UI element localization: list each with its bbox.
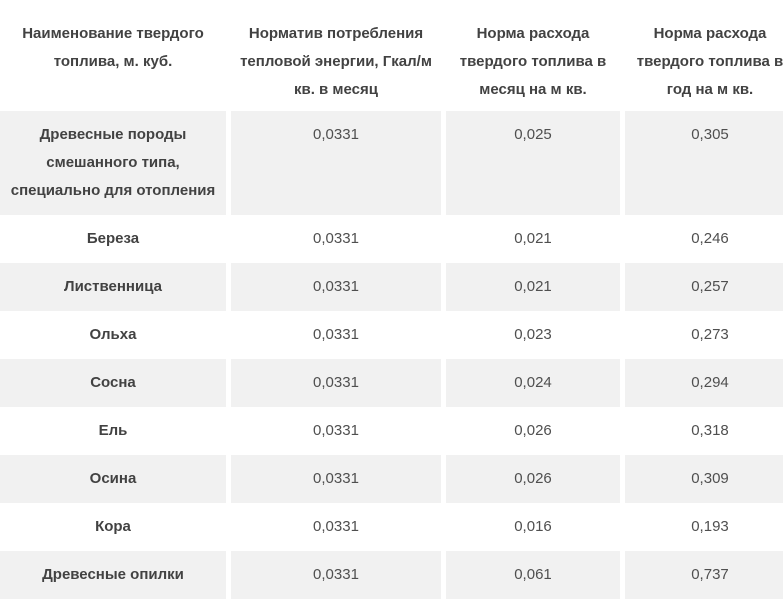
yearly-rate-cell: 0,294	[625, 359, 783, 407]
col-header-fuel-name: Наименование твердого топлива, м. куб.	[0, 0, 231, 111]
col-header-yearly-rate: Норма расхода твердого топлива в год на …	[625, 0, 783, 111]
fuel-name-cell: Ольха	[0, 311, 231, 359]
fuel-name-cell: Древесные опилки	[0, 551, 231, 599]
monthly-rate-cell: 0,024	[446, 359, 625, 407]
yearly-rate-cell: 0,737	[625, 551, 783, 599]
fuel-name-cell: Кора	[0, 503, 231, 551]
consumption-norm-cell: 0,0331	[231, 503, 446, 551]
yearly-rate-cell: 0,193	[625, 503, 783, 551]
yearly-rate-cell: 0,257	[625, 263, 783, 311]
fuel-name-cell: Береза	[0, 215, 231, 263]
monthly-rate-cell: 0,021	[446, 263, 625, 311]
consumption-norm-cell: 0,0331	[231, 263, 446, 311]
table-row: Древесные опилки 0,0331 0,061 0,737	[0, 551, 783, 599]
table-row: Сосна 0,0331 0,024 0,294	[0, 359, 783, 407]
col-header-monthly-rate: Норма расхода твердого топлива в месяц н…	[446, 0, 625, 111]
monthly-rate-cell: 0,026	[446, 407, 625, 455]
yearly-rate-cell: 0,273	[625, 311, 783, 359]
monthly-rate-cell: 0,025	[446, 111, 625, 215]
fuel-name-cell: Ель	[0, 407, 231, 455]
fuel-name-cell: Осина	[0, 455, 231, 503]
fuel-name-cell: Лиственница	[0, 263, 231, 311]
yearly-rate-cell: 0,305	[625, 111, 783, 215]
table-row: Лиственница 0,0331 0,021 0,257	[0, 263, 783, 311]
consumption-norm-cell: 0,0331	[231, 407, 446, 455]
consumption-norm-cell: 0,0331	[231, 111, 446, 215]
consumption-norm-cell: 0,0331	[231, 551, 446, 599]
col-header-consumption-norm: Норматив потребления тепловой энергии, Г…	[231, 0, 446, 111]
fuel-name-cell: Сосна	[0, 359, 231, 407]
yearly-rate-cell: 0,318	[625, 407, 783, 455]
header-row: Наименование твердого топлива, м. куб. Н…	[0, 0, 783, 111]
consumption-norm-cell: 0,0331	[231, 215, 446, 263]
yearly-rate-cell: 0,309	[625, 455, 783, 503]
table-row: Кора 0,0331 0,016 0,193	[0, 503, 783, 551]
monthly-rate-cell: 0,021	[446, 215, 625, 263]
consumption-norm-cell: 0,0331	[231, 311, 446, 359]
table-row: Осина 0,0331 0,026 0,309	[0, 455, 783, 503]
consumption-norm-cell: 0,0331	[231, 359, 446, 407]
fuel-name-cell: Древесные породы смешанного типа, специа…	[0, 111, 231, 215]
yearly-rate-cell: 0,246	[625, 215, 783, 263]
fuel-table-body: Древесные породы смешанного типа, специа…	[0, 111, 783, 599]
monthly-rate-cell: 0,026	[446, 455, 625, 503]
table-row: Ольха 0,0331 0,023 0,273	[0, 311, 783, 359]
table-row: Береза 0,0331 0,021 0,246	[0, 215, 783, 263]
table-row: Древесные породы смешанного типа, специа…	[0, 111, 783, 215]
monthly-rate-cell: 0,023	[446, 311, 625, 359]
consumption-norm-cell: 0,0331	[231, 455, 446, 503]
monthly-rate-cell: 0,061	[446, 551, 625, 599]
monthly-rate-cell: 0,016	[446, 503, 625, 551]
table-row: Ель 0,0331 0,026 0,318	[0, 407, 783, 455]
